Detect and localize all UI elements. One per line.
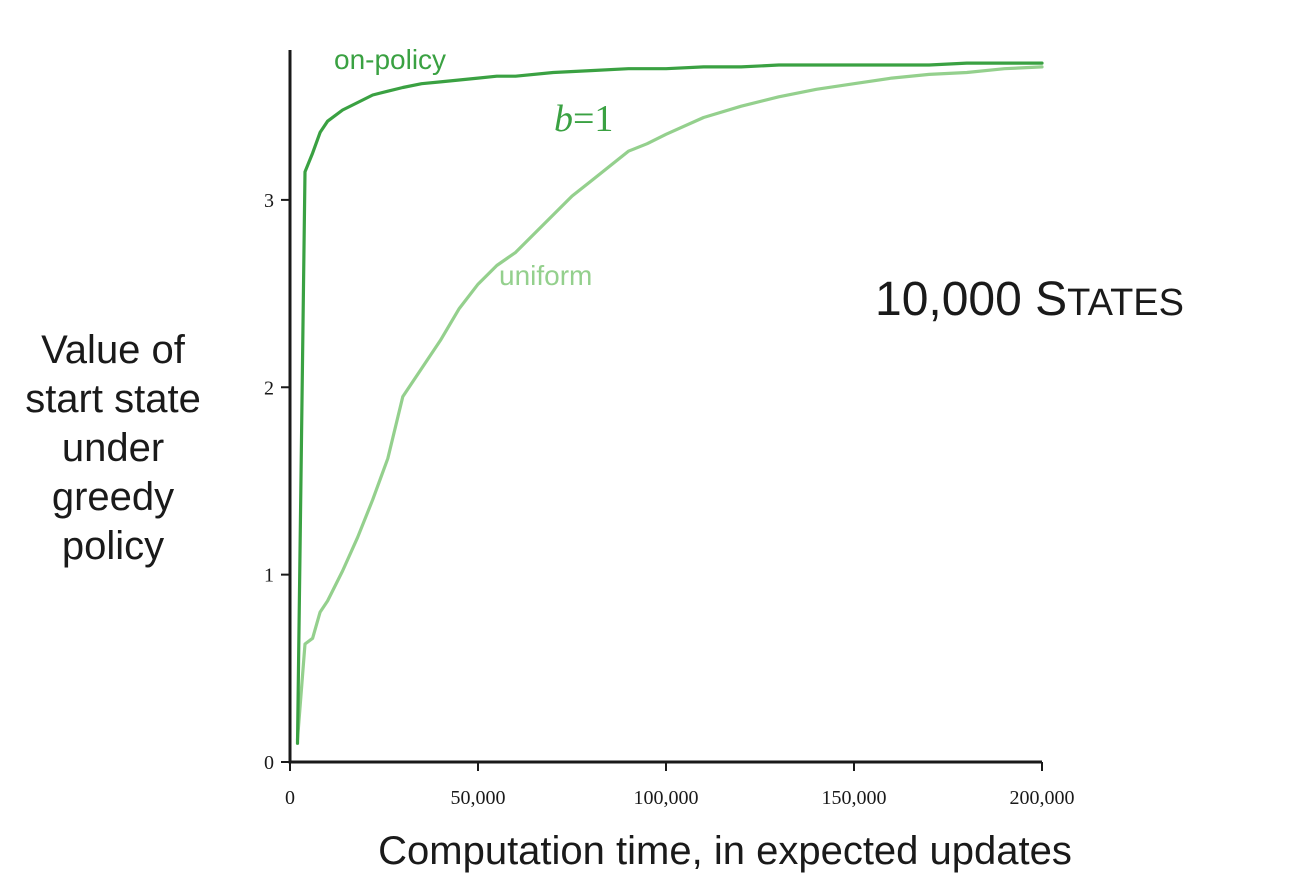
series-lines — [295, 61, 1044, 745]
series-label-on-policy: on-policy — [334, 44, 446, 75]
x-tick-label: 100,000 — [634, 787, 699, 809]
y-tick-label: 1 — [264, 565, 274, 587]
series-line-on-policy — [295, 61, 1044, 745]
x-tick-label: 0 — [285, 787, 295, 809]
x-tick-label: 150,000 — [822, 787, 887, 809]
y-axis-label-line: start state — [25, 377, 201, 421]
axis-ticks: 0 50,000 100,000 150,000 200,000 0 1 2 3 — [264, 190, 1075, 809]
y-axis-label-line: greedy — [52, 475, 174, 519]
y-axis-label-line: Value of — [41, 328, 186, 372]
y-tick-label: 0 — [264, 752, 274, 774]
y-tick-label: 3 — [264, 190, 274, 212]
series-label-uniform: uniform — [499, 260, 592, 291]
x-tick-label: 200,000 — [1010, 787, 1075, 809]
x-axis-label: Computation time, in expected updates — [378, 829, 1072, 873]
y-axis-label: Value of start state under greedy policy — [25, 328, 201, 568]
states-annotation: 10,000 STATES — [875, 273, 1184, 326]
y-axis-label-line: policy — [62, 524, 164, 568]
series-line-uniform — [295, 65, 1044, 742]
y-tick-label: 2 — [264, 377, 274, 399]
x-tick-label: 50,000 — [451, 787, 506, 809]
y-axis-label-line: under — [62, 426, 164, 470]
branching-factor-label: b=1 — [554, 98, 613, 140]
